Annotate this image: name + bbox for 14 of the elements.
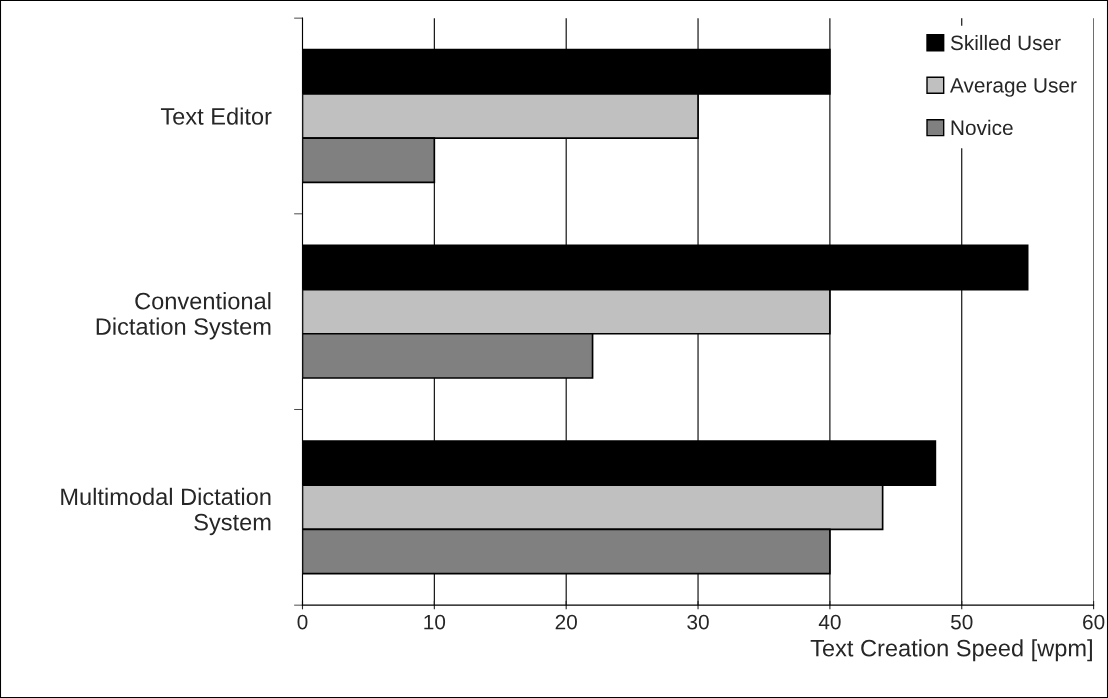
y-tick-label: Multimodal Dictation System — [61, 487, 271, 536]
x-tick-label: 20 — [555, 614, 577, 630]
y-tick-label: Text Editor — [160, 107, 272, 125]
x-tick-label: 30 — [687, 614, 709, 630]
legend-label: Skilled User — [950, 34, 1061, 51]
x-tick-label: 60 — [1083, 614, 1105, 630]
y-tick-label: Conventional Dictation System — [96, 292, 271, 340]
legend-label: Average User — [949, 78, 1077, 97]
x-tick-label: 50 — [950, 614, 973, 630]
x-tick-label: 10 — [424, 614, 446, 630]
x-tick-label: 40 — [818, 614, 841, 630]
x-tick-label: 0 — [297, 614, 308, 630]
x-axis-title: Text Creation Speed [wpm] — [810, 639, 1092, 662]
legend-label: Novice — [951, 119, 1013, 136]
